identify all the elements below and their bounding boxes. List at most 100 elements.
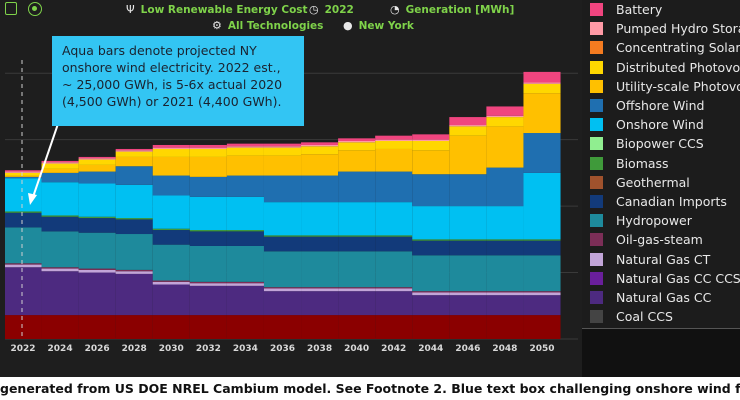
bar-segment-distributed-photovoltaics-2044[interactable] [412,140,450,151]
bar-segment-biomass-2024[interactable] [41,215,79,217]
bar-segment-canadian-imports-2026[interactable] [78,218,116,233]
bar-segment-nuclear-2034[interactable] [226,315,264,339]
bar-segment-natural-gas-ct-2026[interactable] [78,269,116,273]
bar-segment-biomass-2040[interactable] [338,235,376,237]
bar-segment-nuclear-2048[interactable] [486,315,524,339]
bar-segment-utility-scale-photovoltaics-2022[interactable] [5,175,42,177]
bar-segment-offshore-wind-2044[interactable] [412,174,450,207]
bar-segment-pumped-hydro-storage-2048[interactable] [486,115,524,118]
year-selector[interactable]: ◷ 2022 [309,3,354,16]
bar-segment-distributed-photovoltaics-2032[interactable] [189,148,227,157]
legend-item-coal-ccs[interactable]: Coal CCS [590,307,673,326]
bar-segment-biomass-2048[interactable] [486,239,524,241]
bar-segment-onshore-wind-2024[interactable] [41,182,79,216]
bar-segment-utility-scale-photovoltaics-2044[interactable] [412,150,450,175]
bar-segment-canadian-imports-2048[interactable] [486,240,524,256]
bar-segment-offshore-wind-2040[interactable] [338,171,376,203]
bar-segment-natural-gas-ct-2022[interactable] [5,264,42,268]
bar-segment-natural-gas-ct-2032[interactable] [189,283,227,286]
bar-segment-utility-scale-photovoltaics-2048[interactable] [486,126,524,168]
bar-segment-natural-gas-cc-2040[interactable] [338,291,376,316]
bar-segment-onshore-wind-2036[interactable] [263,202,302,236]
bar-segment-biomass-2026[interactable] [78,216,116,219]
bar-segment-pumped-hydro-storage-2040[interactable] [338,140,376,143]
bar-segment-hydropower-2048[interactable] [486,255,524,292]
bar-segment-distributed-photovoltaics-2040[interactable] [338,142,376,151]
bar-segment-canadian-imports-2046[interactable] [449,240,487,256]
bar-segment-natural-gas-cc-2026[interactable] [78,272,116,316]
bar-segment-pumped-hydro-storage-2050[interactable] [523,82,561,84]
bar-segment-onshore-wind-2050[interactable] [523,172,561,240]
bar-segment-natural-gas-ct-2048[interactable] [486,292,524,296]
bar-segment-battery-2030[interactable] [152,144,190,148]
bar-segment-oil-gas-steam-2026[interactable] [78,268,116,270]
bar-segment-nuclear-2024[interactable] [41,315,79,339]
bar-segment-distributed-photovoltaics-2024[interactable] [41,163,79,169]
metric-selector[interactable]: ◔ Generation [MWh] [390,3,514,16]
bar-segment-battery-2032[interactable] [189,144,227,148]
bar-segment-natural-gas-cc-2022[interactable] [5,267,42,316]
bar-segment-natural-gas-ct-2044[interactable] [412,292,450,296]
bar-segment-battery-2024[interactable] [41,160,79,163]
bar-segment-oil-gas-steam-2032[interactable] [189,281,227,284]
bar-segment-battery-2050[interactable] [523,71,561,83]
bar-segment-hydropower-2038[interactable] [301,251,339,288]
bar-segment-pumped-hydro-storage-2034[interactable] [226,146,264,148]
bar-segment-battery-2040[interactable] [338,138,376,141]
bar-segment-offshore-wind-2026[interactable] [78,171,116,184]
bar-segment-distributed-photovoltaics-2042[interactable] [375,140,413,149]
bar-segment-natural-gas-cc-2046[interactable] [449,295,487,316]
bar-segment-biomass-2032[interactable] [189,230,227,232]
bar-segment-pumped-hydro-storage-2030[interactable] [152,147,190,149]
bar-segment-natural-gas-ct-2042[interactable] [375,288,413,292]
bar-segment-onshore-wind-2038[interactable] [301,202,339,236]
bar-segment-battery-2022[interactable] [5,170,42,172]
bar-segment-natural-gas-ct-2036[interactable] [263,288,302,292]
bar-segment-utility-scale-photovoltaics-2034[interactable] [226,155,264,176]
bar-segment-offshore-wind-2024[interactable] [41,172,79,183]
bar-segment-natural-gas-cc-2036[interactable] [263,291,302,316]
bar-segment-offshore-wind-2022[interactable] [5,176,42,179]
bar-segment-natural-gas-ct-2028[interactable] [115,271,153,274]
bar-segment-natural-gas-ct-2046[interactable] [449,292,487,296]
bar-segment-distributed-photovoltaics-2030[interactable] [152,148,190,157]
bar-segment-onshore-wind-2046[interactable] [449,206,487,240]
bar-segment-hydropower-2024[interactable] [41,231,79,268]
bar-segment-hydropower-2036[interactable] [263,251,302,288]
bar-segment-natural-gas-cc-2048[interactable] [486,295,524,316]
bar-segment-biomass-2038[interactable] [301,235,339,237]
bar-segment-natural-gas-cc-2042[interactable] [375,291,413,316]
bar-segment-oil-gas-steam-2024[interactable] [41,267,79,269]
legend-item-battery[interactable]: Battery [590,0,662,19]
bar-segment-canadian-imports-2050[interactable] [523,240,561,256]
bar-segment-nuclear-2032[interactable] [189,315,227,339]
legend-item-pumped-hydro-storage[interactable]: Pumped Hydro Storage [590,19,740,38]
bar-segment-pumped-hydro-storage-2036[interactable] [263,146,302,148]
technology-selector[interactable]: ⚙ All Technologies [212,19,323,32]
bar-segment-pumped-hydro-storage-2032[interactable] [189,147,227,149]
bar-segment-natural-gas-cc-2044[interactable] [412,295,450,316]
bar-segment-biomass-2042[interactable] [375,235,413,237]
bar-segment-hydropower-2046[interactable] [449,255,487,292]
bar-segment-distributed-photovoltaics-2034[interactable] [226,147,264,156]
bar-segment-oil-gas-steam-2036[interactable] [263,287,302,289]
bar-segment-hydropower-2022[interactable] [5,227,42,264]
bar-segment-nuclear-2040[interactable] [338,315,376,339]
bar-segment-onshore-wind-2044[interactable] [412,206,450,240]
bar-segment-offshore-wind-2034[interactable] [226,175,264,197]
bar-segment-hydropower-2034[interactable] [226,245,264,282]
bar-segment-natural-gas-ct-2024[interactable] [41,268,79,272]
bar-segment-onshore-wind-2032[interactable] [189,196,227,231]
bar-segment-distributed-photovoltaics-2036[interactable] [263,147,302,156]
bar-segment-hydropower-2030[interactable] [152,244,190,281]
bar-segment-oil-gas-steam-2046[interactable] [449,291,487,293]
bar-segment-natural-gas-ct-2050[interactable] [523,292,561,296]
bar-segment-offshore-wind-2028[interactable] [115,166,153,185]
bar-segment-nuclear-2036[interactable] [263,315,302,339]
legend-item-natural-gas-ct[interactable]: Natural Gas CT [590,250,710,269]
bar-segment-utility-scale-photovoltaics-2028[interactable] [115,156,153,167]
bar-segment-canadian-imports-2042[interactable] [375,236,413,252]
bar-segment-natural-gas-ct-2040[interactable] [338,288,376,292]
legend-item-natural-gas-cc-ccs[interactable]: Natural Gas CC CCS [590,269,740,288]
bar-segment-canadian-imports-2034[interactable] [226,231,264,246]
